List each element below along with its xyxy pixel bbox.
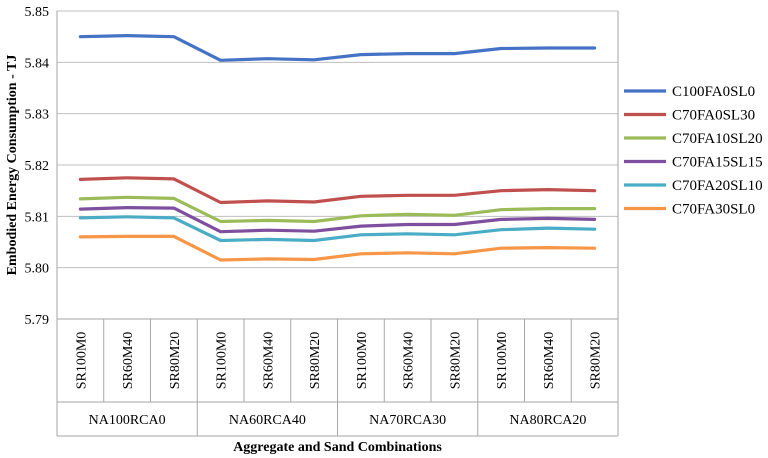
series-line-c70fa15sl15 (78, 206, 597, 234)
y-tick-label: 5.82 (25, 159, 50, 174)
x-tick-label: SR100M0 (74, 332, 89, 390)
series-line-c70fa0sl30 (78, 176, 597, 205)
legend-label: C70FA30SL0 (672, 202, 755, 218)
y-tick-label: 5.83 (25, 108, 50, 123)
x-tick-label: SR80M20 (448, 332, 463, 390)
x-tick-label: SR100M0 (215, 332, 230, 390)
x-tick-label: SR80M20 (589, 332, 604, 390)
y-tick-label: 5.79 (25, 313, 50, 328)
legend-label: C70FA15SL15 (672, 155, 763, 171)
group-label: NA80RCA20 (509, 413, 586, 428)
legend-label: C70FA0SL30 (672, 108, 755, 124)
y-tick-label: 5.81 (25, 210, 50, 225)
y-tick-label: 5.80 (25, 262, 50, 277)
group-label: NA100RCA0 (89, 413, 166, 428)
x-tick-label: SR60M40 (261, 332, 276, 390)
series-line-c70fa30sl0 (78, 234, 597, 262)
series-line-c70fa20sl10 (78, 215, 597, 243)
x-axis: SR100M0 SR60M40 SR80M20 NA100RCA0 SR100M0 SR6… (56, 11, 619, 437)
y-tick-label: 5.85 (25, 5, 50, 20)
series-line-c100fa0sl0 (78, 33, 597, 62)
y-axis-title: Embodied Energy Consumption - TJ (5, 55, 20, 276)
x-axis-title: Aggregate and Sand Combinations (233, 440, 442, 455)
series-line-c70fa10sl20 (78, 195, 597, 224)
y-tick-labels: 5.79 5.80 5.81 5.82 5.83 5.84 5.85 (25, 5, 50, 328)
legend: C100FA0SL0 C70FA0SL30 C70FA10SL20 C70FA15SL… (624, 84, 763, 218)
legend-label: C100FA0SL0 (672, 84, 755, 100)
series-lines (78, 33, 597, 262)
legend-label: C70FA20SL10 (672, 178, 763, 194)
x-tick-label: SR60M40 (542, 332, 557, 390)
x-tick-label: SR100M0 (355, 332, 370, 390)
y-tick-label: 5.84 (25, 56, 50, 71)
group-label: NA70RCA30 (369, 413, 446, 428)
legend-label: C70FA10SL20 (672, 131, 763, 147)
x-tick-label: SR60M40 (402, 332, 417, 390)
x-tick-label: SR60M40 (121, 332, 136, 390)
x-tick-label: SR80M20 (308, 332, 323, 390)
group-label: NA60RCA40 (229, 413, 306, 428)
x-tick-label: SR80M20 (168, 332, 183, 390)
x-tick-label: SR100M0 (495, 332, 510, 390)
